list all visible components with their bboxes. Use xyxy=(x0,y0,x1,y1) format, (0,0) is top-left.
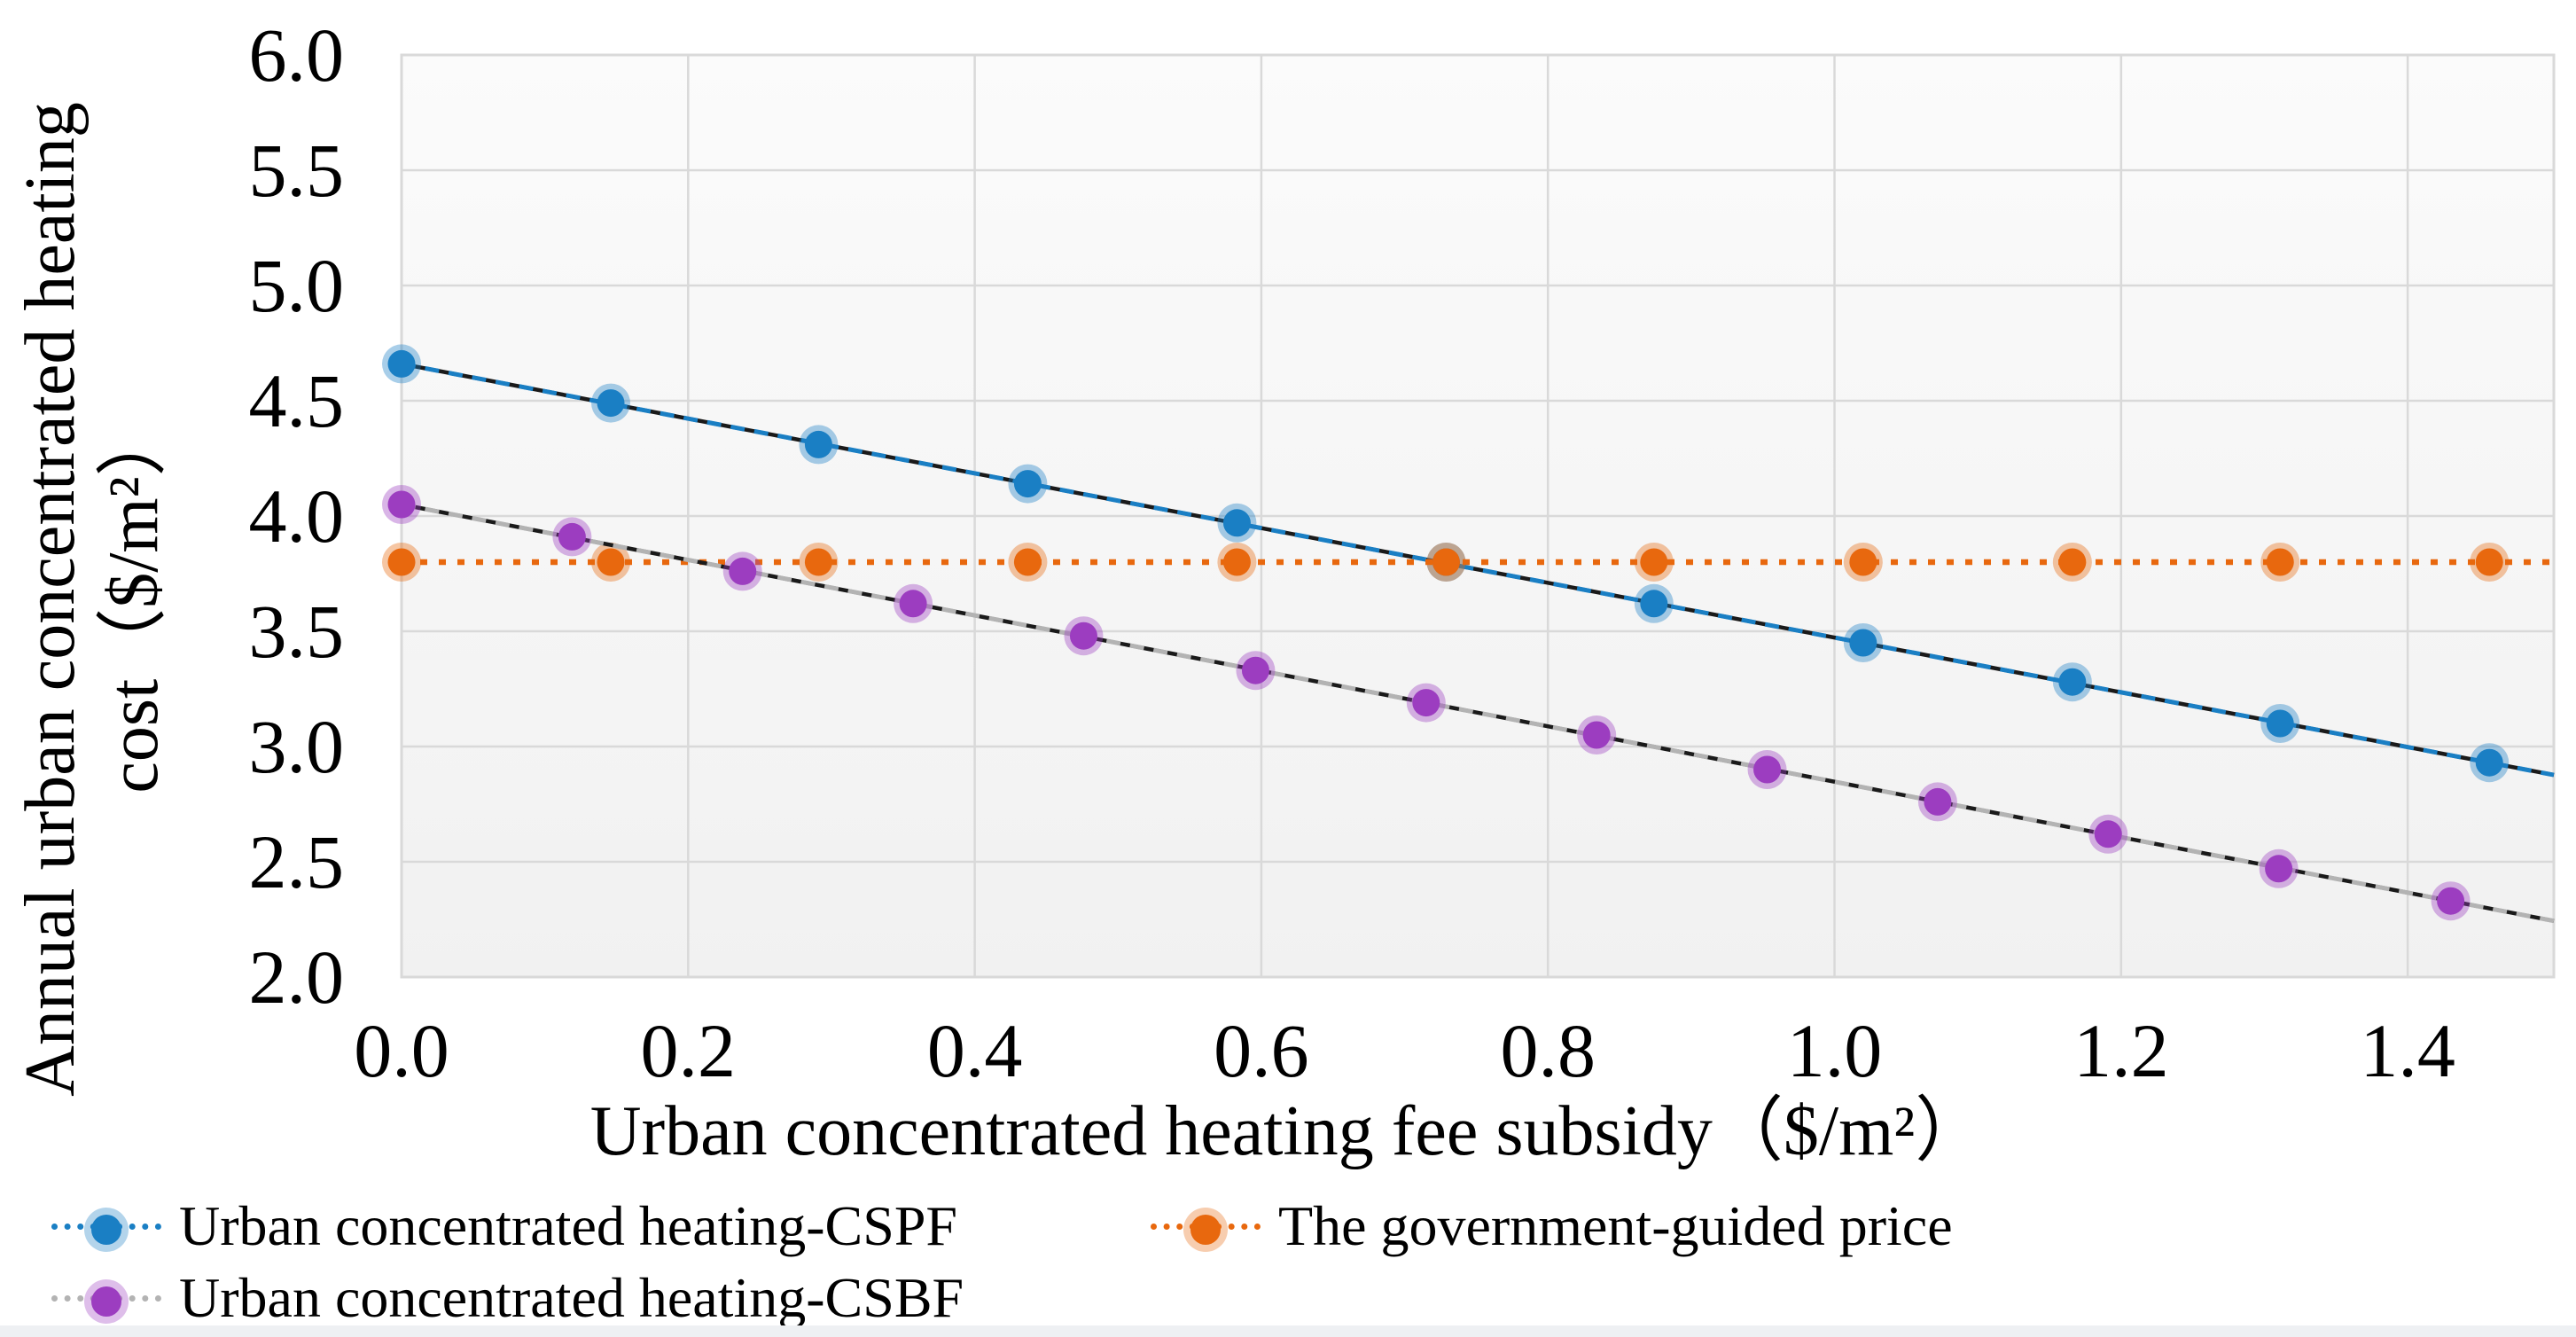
legend-marker-line-csbf xyxy=(51,1286,161,1317)
data-point xyxy=(2437,887,2465,915)
data-point xyxy=(1069,622,1097,650)
data-point xyxy=(1582,721,1611,749)
x-tick-label: 0.0 xyxy=(354,1008,449,1093)
x-tick-label: 0.4 xyxy=(926,1008,1023,1093)
data-point xyxy=(804,548,832,576)
x-tick-label: 1.4 xyxy=(2360,1008,2455,1093)
data-point xyxy=(1432,548,1460,576)
y-tick-label: 5.0 xyxy=(248,243,345,328)
data-point xyxy=(1241,656,1269,684)
y-tick-label: 4.0 xyxy=(248,473,345,559)
y-tick-label: 2.5 xyxy=(248,819,345,904)
data-point xyxy=(597,548,625,576)
series-line-2 xyxy=(401,502,2555,924)
data-point xyxy=(1640,548,1668,576)
y-tick-label: 6.0 xyxy=(248,12,345,98)
data-point xyxy=(1013,470,1042,498)
x-tick-label: 1.2 xyxy=(2073,1008,2169,1093)
bottom-strip xyxy=(0,1325,2576,1337)
data-point xyxy=(2266,548,2294,576)
y-tick-label: 3.5 xyxy=(248,589,345,674)
data-point xyxy=(2475,548,2503,576)
data-point xyxy=(2475,748,2503,777)
x-tick-label: 0.6 xyxy=(1214,1008,1309,1093)
x-axis-label: Urban concentrated heating fee subsidy（$… xyxy=(589,1092,1987,1170)
legend-label-csbf: Urban concentrated heating-CSBF xyxy=(179,1266,964,1329)
data-point xyxy=(1222,548,1251,576)
data-point xyxy=(387,349,416,378)
x-tick-label: 0.8 xyxy=(1500,1008,1596,1093)
series-line-0 xyxy=(401,361,2555,778)
data-point xyxy=(2094,820,2122,848)
data-point xyxy=(2058,668,2087,696)
legend-label-government-price: The government-guided price xyxy=(1278,1194,1953,1257)
y-axis-label-line1: Annual urban concentrated heating xyxy=(12,102,90,1097)
y-tick-label: 2.0 xyxy=(248,934,345,1020)
data-point xyxy=(1640,590,1668,618)
y-axis-label: Annual urban concentrated heating cost（$… xyxy=(9,10,176,1189)
legend-marker-dot-csbf xyxy=(91,1286,121,1317)
y-tick-label: 5.5 xyxy=(248,128,345,213)
data-point xyxy=(1222,509,1251,537)
data-point xyxy=(1849,548,1877,576)
data-point xyxy=(1849,629,1877,657)
data-point xyxy=(2266,709,2294,738)
data-point xyxy=(729,557,757,585)
x-tick-label: 1.0 xyxy=(1786,1008,1883,1093)
legend-item-csbf: Urban concentrated heating-CSBF xyxy=(51,1260,964,1336)
y-tick-label: 3.0 xyxy=(248,704,345,789)
data-point xyxy=(558,522,586,551)
data-point xyxy=(1412,689,1440,717)
data-point xyxy=(2265,855,2293,883)
data-point xyxy=(1753,755,1782,784)
data-point xyxy=(387,548,416,576)
legend-marker-line-cspf xyxy=(51,1214,161,1245)
legend-label-cspf: Urban concentrated heating-CSPF xyxy=(179,1194,957,1257)
x-tick-label: 0.2 xyxy=(640,1008,737,1093)
data-point xyxy=(899,590,927,618)
data-point xyxy=(804,430,832,458)
legend-item-cspf: Urban concentrated heating-CSPF xyxy=(51,1188,957,1264)
data-point xyxy=(1924,787,1952,816)
data-point xyxy=(597,389,625,418)
y-tick-label: 4.5 xyxy=(248,358,345,443)
y-axis-label-line2: cost（$/m²） xyxy=(95,405,173,794)
legend-marker-dot-government-price xyxy=(1190,1214,1221,1245)
data-point xyxy=(387,490,416,519)
legend-marker-dot-cspf xyxy=(91,1214,121,1245)
data-point xyxy=(2058,548,2087,576)
legend-marker-line-government-price xyxy=(1151,1214,1261,1245)
legend-item-government-price: The government-guided price xyxy=(1151,1188,1953,1264)
data-point xyxy=(1013,548,1042,576)
